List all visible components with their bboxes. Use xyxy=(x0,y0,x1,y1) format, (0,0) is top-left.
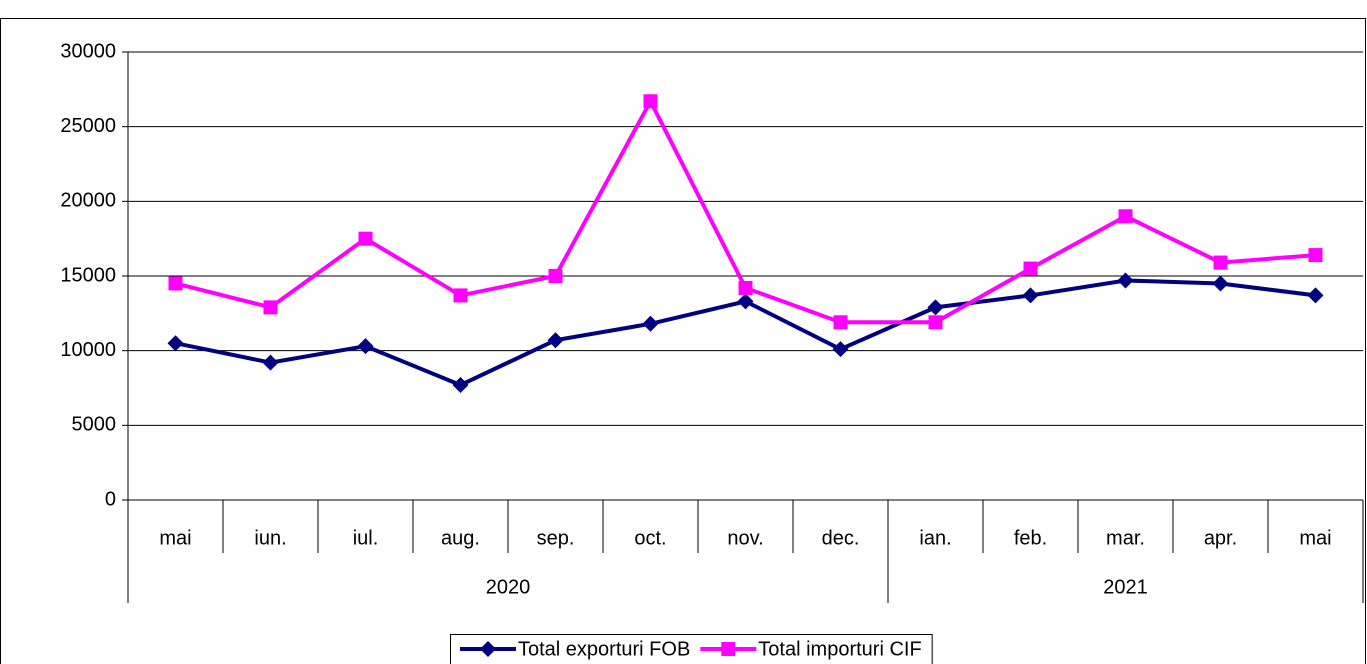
y-tick-label: 0 xyxy=(105,488,116,510)
x-tick-label: mar. xyxy=(1106,527,1145,549)
x-tick-label: oct. xyxy=(634,527,666,549)
point xyxy=(263,300,278,315)
legend-box xyxy=(450,634,933,664)
point xyxy=(452,377,469,394)
legend-label: Total importuri CIF xyxy=(758,638,921,660)
group-label: 2020 xyxy=(486,576,531,598)
point xyxy=(167,335,184,352)
point xyxy=(1213,255,1228,270)
x-tick-label: sep. xyxy=(537,527,575,549)
point xyxy=(927,299,944,316)
y-tick-label: 20000 xyxy=(60,190,116,212)
point xyxy=(262,354,279,371)
x-tick-label: iul. xyxy=(353,527,379,549)
point xyxy=(1307,287,1324,304)
point xyxy=(832,341,849,358)
legend: Total exporturi FOB Total importuri CIF xyxy=(450,634,933,664)
legend-marker xyxy=(480,641,496,657)
x-tick-label: aug. xyxy=(441,527,480,549)
x-tick-label: mai xyxy=(159,527,191,549)
point xyxy=(1212,275,1229,292)
point xyxy=(168,276,183,291)
point xyxy=(737,293,754,310)
point xyxy=(1117,272,1134,289)
point xyxy=(642,315,659,332)
x-tick-label: dec. xyxy=(822,527,860,549)
x-tick-label: iun. xyxy=(254,527,286,549)
point xyxy=(1023,261,1038,276)
y-tick-label: 30000 xyxy=(60,40,116,62)
x-tick-label: nov. xyxy=(727,527,763,549)
point xyxy=(453,288,468,303)
point xyxy=(1118,209,1133,224)
point xyxy=(547,332,564,349)
chart-frame xyxy=(0,18,1366,664)
y-tick-label: 25000 xyxy=(60,115,116,137)
group-label: 2021 xyxy=(1103,576,1148,598)
point xyxy=(643,94,658,109)
y-tick-label: 15000 xyxy=(60,264,116,286)
x-tick-label: ian. xyxy=(919,527,951,549)
point xyxy=(1022,287,1039,304)
point xyxy=(548,269,563,283)
legend-label: Total exporturi FOB xyxy=(518,638,690,660)
y-tick-label: 5000 xyxy=(72,414,117,436)
point xyxy=(738,280,753,295)
point xyxy=(358,231,373,246)
point xyxy=(833,315,848,330)
legend-marker xyxy=(721,642,736,656)
point xyxy=(357,338,374,355)
x-tick-label: apr. xyxy=(1204,527,1237,549)
x-tick-label: feb. xyxy=(1014,527,1047,549)
point xyxy=(1308,248,1323,263)
y-tick-label: 10000 xyxy=(60,339,116,361)
x-tick-label: mai xyxy=(1299,527,1331,549)
point xyxy=(928,315,943,330)
